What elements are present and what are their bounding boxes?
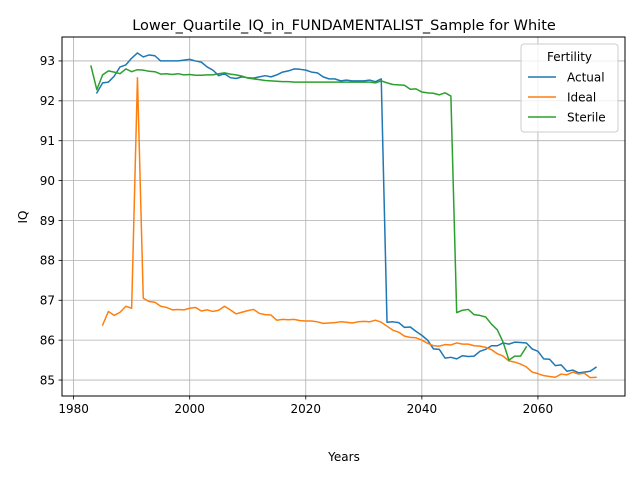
legend-label-actual: Actual [567,70,605,84]
legend-entries: Actual Ideal Sterile [528,70,606,124]
y-tick-label: 88 [40,254,55,268]
x-tick-label: 2060 [523,402,554,416]
legend-box [520,43,619,133]
legend-label-sterile: Sterile [567,110,606,124]
x-tick-label: 1980 [58,402,89,416]
y-tick-label: 87 [40,294,55,308]
y-tick-label: 91 [40,134,55,148]
y-tick-label: 85 [40,373,55,387]
y-axis-label: IQ [16,211,30,224]
plot-frame [61,36,626,397]
x-axis-ticks: 1980 2000 2020 2040 2060 [58,396,553,416]
y-tick-label: 89 [40,214,55,228]
y-tick-label: 92 [40,94,55,108]
legend-title: Fertility [547,50,592,64]
y-axis-ticks: 85 86 87 88 89 90 91 92 93 [40,54,62,387]
series-line-ideal [101,76,597,379]
x-tick-label: 2020 [290,402,321,416]
legend-label-ideal: Ideal [567,90,596,104]
series-line-sterile [90,65,528,361]
y-tick-label: 90 [40,174,55,188]
series-layer [90,52,598,379]
chart-title: Lower_Quartile_IQ_in_FUNDAMENTALIST_Samp… [132,18,556,34]
legend: Fertility Actual Ideal Sterile [520,43,619,133]
grid-lines [62,37,625,396]
x-tick-label: 2000 [174,402,205,416]
y-tick-label: 93 [40,54,55,68]
series-line-actual [95,52,598,374]
x-tick-label: 2040 [407,402,438,416]
y-tick-label: 86 [40,333,55,347]
x-axis-label: Years [327,450,360,464]
